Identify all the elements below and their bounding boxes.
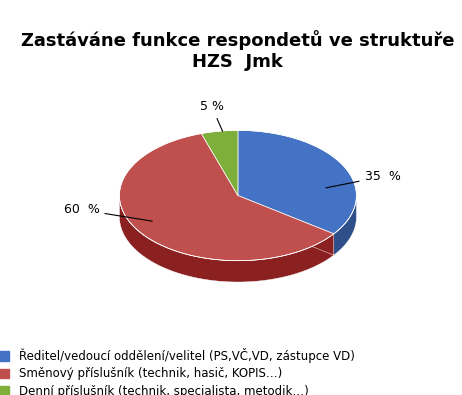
Polygon shape [238, 196, 334, 255]
Polygon shape [238, 130, 356, 234]
Text: 5 %: 5 % [200, 100, 224, 132]
Text: 60  %: 60 % [64, 203, 152, 221]
Polygon shape [120, 134, 334, 261]
Polygon shape [238, 196, 334, 255]
Legend: Ředitel/vedoucí oddělení/velitel (PS,VČ,VD, zástupce VD), Směnový příslušník (te: Ředitel/vedoucí oddělení/velitel (PS,VČ,… [0, 344, 358, 395]
Text: 35  %: 35 % [326, 170, 401, 188]
Polygon shape [120, 198, 334, 282]
Polygon shape [201, 130, 238, 196]
Text: Zastáváne funkce respondetů ve struktuře
HZS  Jmk: Zastáváne funkce respondetů ve struktuře… [21, 30, 455, 71]
Polygon shape [334, 197, 356, 255]
